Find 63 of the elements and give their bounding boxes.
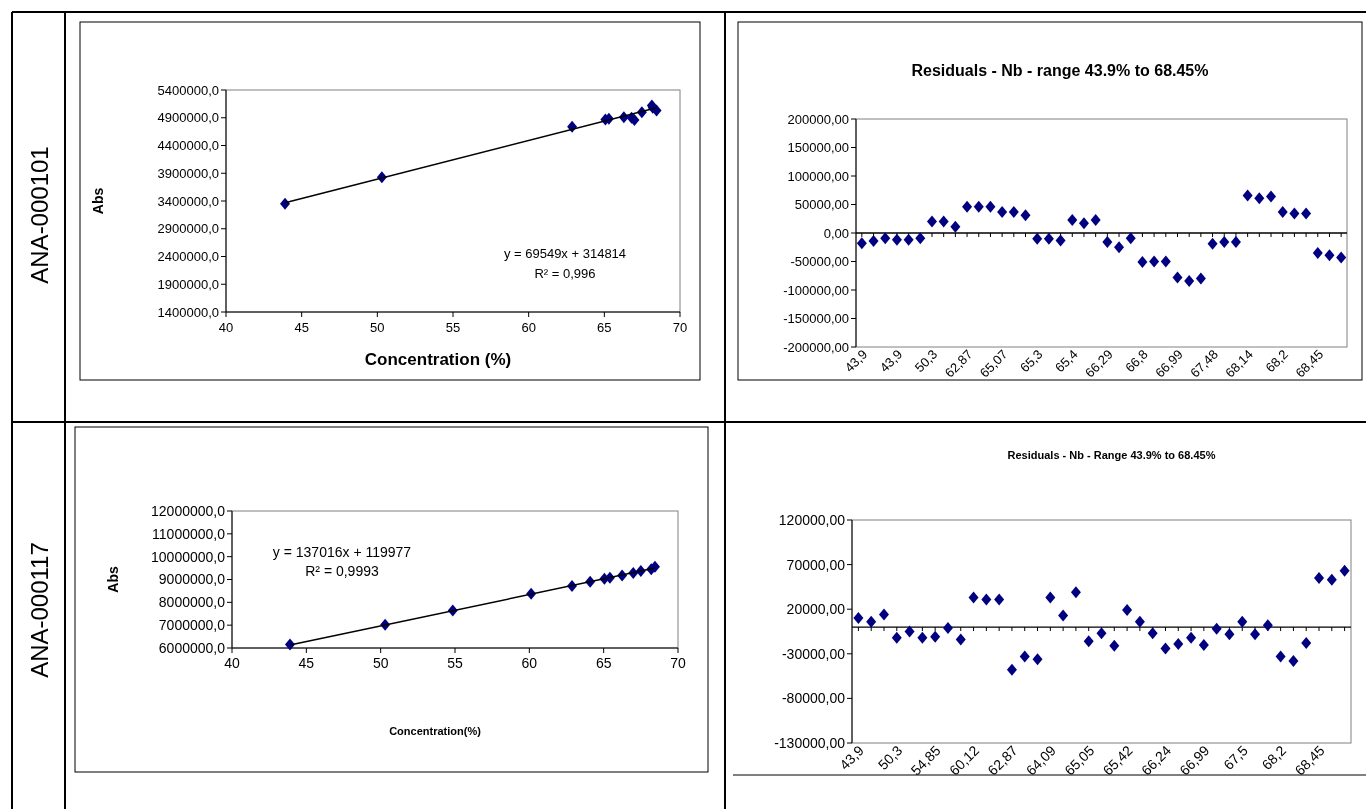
y-tick-label: 11000000,0 <box>152 525 226 542</box>
x-tick-label: 50 <box>372 655 389 671</box>
chart-title: Residuals - Nb - range 43.9% to 68.45% <box>911 62 1209 79</box>
x-tick-label: 65,3 <box>1017 346 1046 376</box>
x-tick-label: 40 <box>224 655 240 671</box>
annotation: y = 69549x + 314814 <box>503 246 627 261</box>
annotation: R² = 0,9993 <box>305 563 379 579</box>
x-tick-label: 55 <box>447 655 463 671</box>
y-tick-label: -50000,00 <box>790 254 849 270</box>
y-tick-label: 4400000,0 <box>157 138 219 154</box>
y-tick-label: 100000,00 <box>787 168 849 184</box>
y-tick-label: 70000,00 <box>786 556 846 573</box>
x-axis-title: Concentration (%) <box>364 350 512 369</box>
y-tick-label: 150000,00 <box>787 140 849 156</box>
y-tick-label: 1400000,0 <box>157 304 219 320</box>
x-tick-label: 60 <box>521 655 538 671</box>
y-axis-title: Abs <box>90 187 106 215</box>
y-tick-label: 0,00 <box>823 225 849 241</box>
x-tick-label: 50 <box>370 320 385 335</box>
x-tick-label: 65,4 <box>1052 346 1081 376</box>
y-tick-label: 20000,00 <box>786 601 846 618</box>
y-tick-label: 6000000,0 <box>158 639 226 656</box>
y-tick-label: 50000,00 <box>794 197 849 213</box>
y-tick-label: -30000,00 <box>781 645 846 662</box>
x-tick-label: 60 <box>521 320 536 335</box>
x-tick-label: 50,3 <box>911 346 941 376</box>
y-tick-label: -80000,00 <box>781 690 846 707</box>
annotation: R² = 0,996 <box>534 266 596 281</box>
y-tick-label: 3900000,0 <box>157 165 219 181</box>
y-tick-label: 4900000,0 <box>157 110 219 126</box>
x-tick-label: 68,2 <box>1262 346 1292 376</box>
text: ANA-000101 <box>26 146 54 284</box>
x-tick-label: 55 <box>445 320 461 335</box>
y-tick-label: 10000000,0 <box>151 548 226 565</box>
y-tick-label: 3400000,0 <box>157 193 219 209</box>
chart-title: Residuals - Nb - Range 43.9% to 68.45% <box>1007 449 1216 461</box>
x-tick-label: 45 <box>294 320 309 335</box>
x-tick-label: 65 <box>595 655 612 671</box>
x-tick-label: 70 <box>670 655 686 671</box>
y-tick-label: 9000000,0 <box>158 571 226 588</box>
annotation: y = 137016x + 119977 <box>272 544 412 560</box>
y-tick-label: 2900000,0 <box>157 221 219 237</box>
y-tick-label: -100000,00 <box>783 282 849 298</box>
x-tick-label: 43,9 <box>876 346 906 376</box>
y-tick-label: -200000,00 <box>783 339 849 355</box>
x-tick-label: 66,8 <box>1122 346 1151 376</box>
y-tick-label: 12000000,0 <box>151 502 226 519</box>
x-tick-label: 68,2 <box>1258 742 1290 773</box>
y-tick-label: 7000000,0 <box>158 617 226 634</box>
y-tick-label: 200000,00 <box>787 111 849 127</box>
y-axis-title: Abs <box>105 566 121 593</box>
text: ANA-000117 <box>26 542 54 678</box>
x-tick-label: 40 <box>218 320 234 335</box>
x-tick-label: 45 <box>298 655 315 671</box>
y-tick-label: -150000,00 <box>783 311 849 327</box>
x-tick-label: 70 <box>672 320 688 335</box>
x-axis-title: Concentration(%) <box>389 725 482 737</box>
y-tick-label: 2400000,0 <box>157 249 219 265</box>
y-tick-label: 5400000,0 <box>157 82 219 98</box>
y-tick-label: 8000000,0 <box>158 594 226 611</box>
x-tick-label: 65 <box>597 320 612 335</box>
y-tick-label: 1900000,0 <box>157 276 219 292</box>
y-tick-label: 120000,00 <box>778 511 846 528</box>
